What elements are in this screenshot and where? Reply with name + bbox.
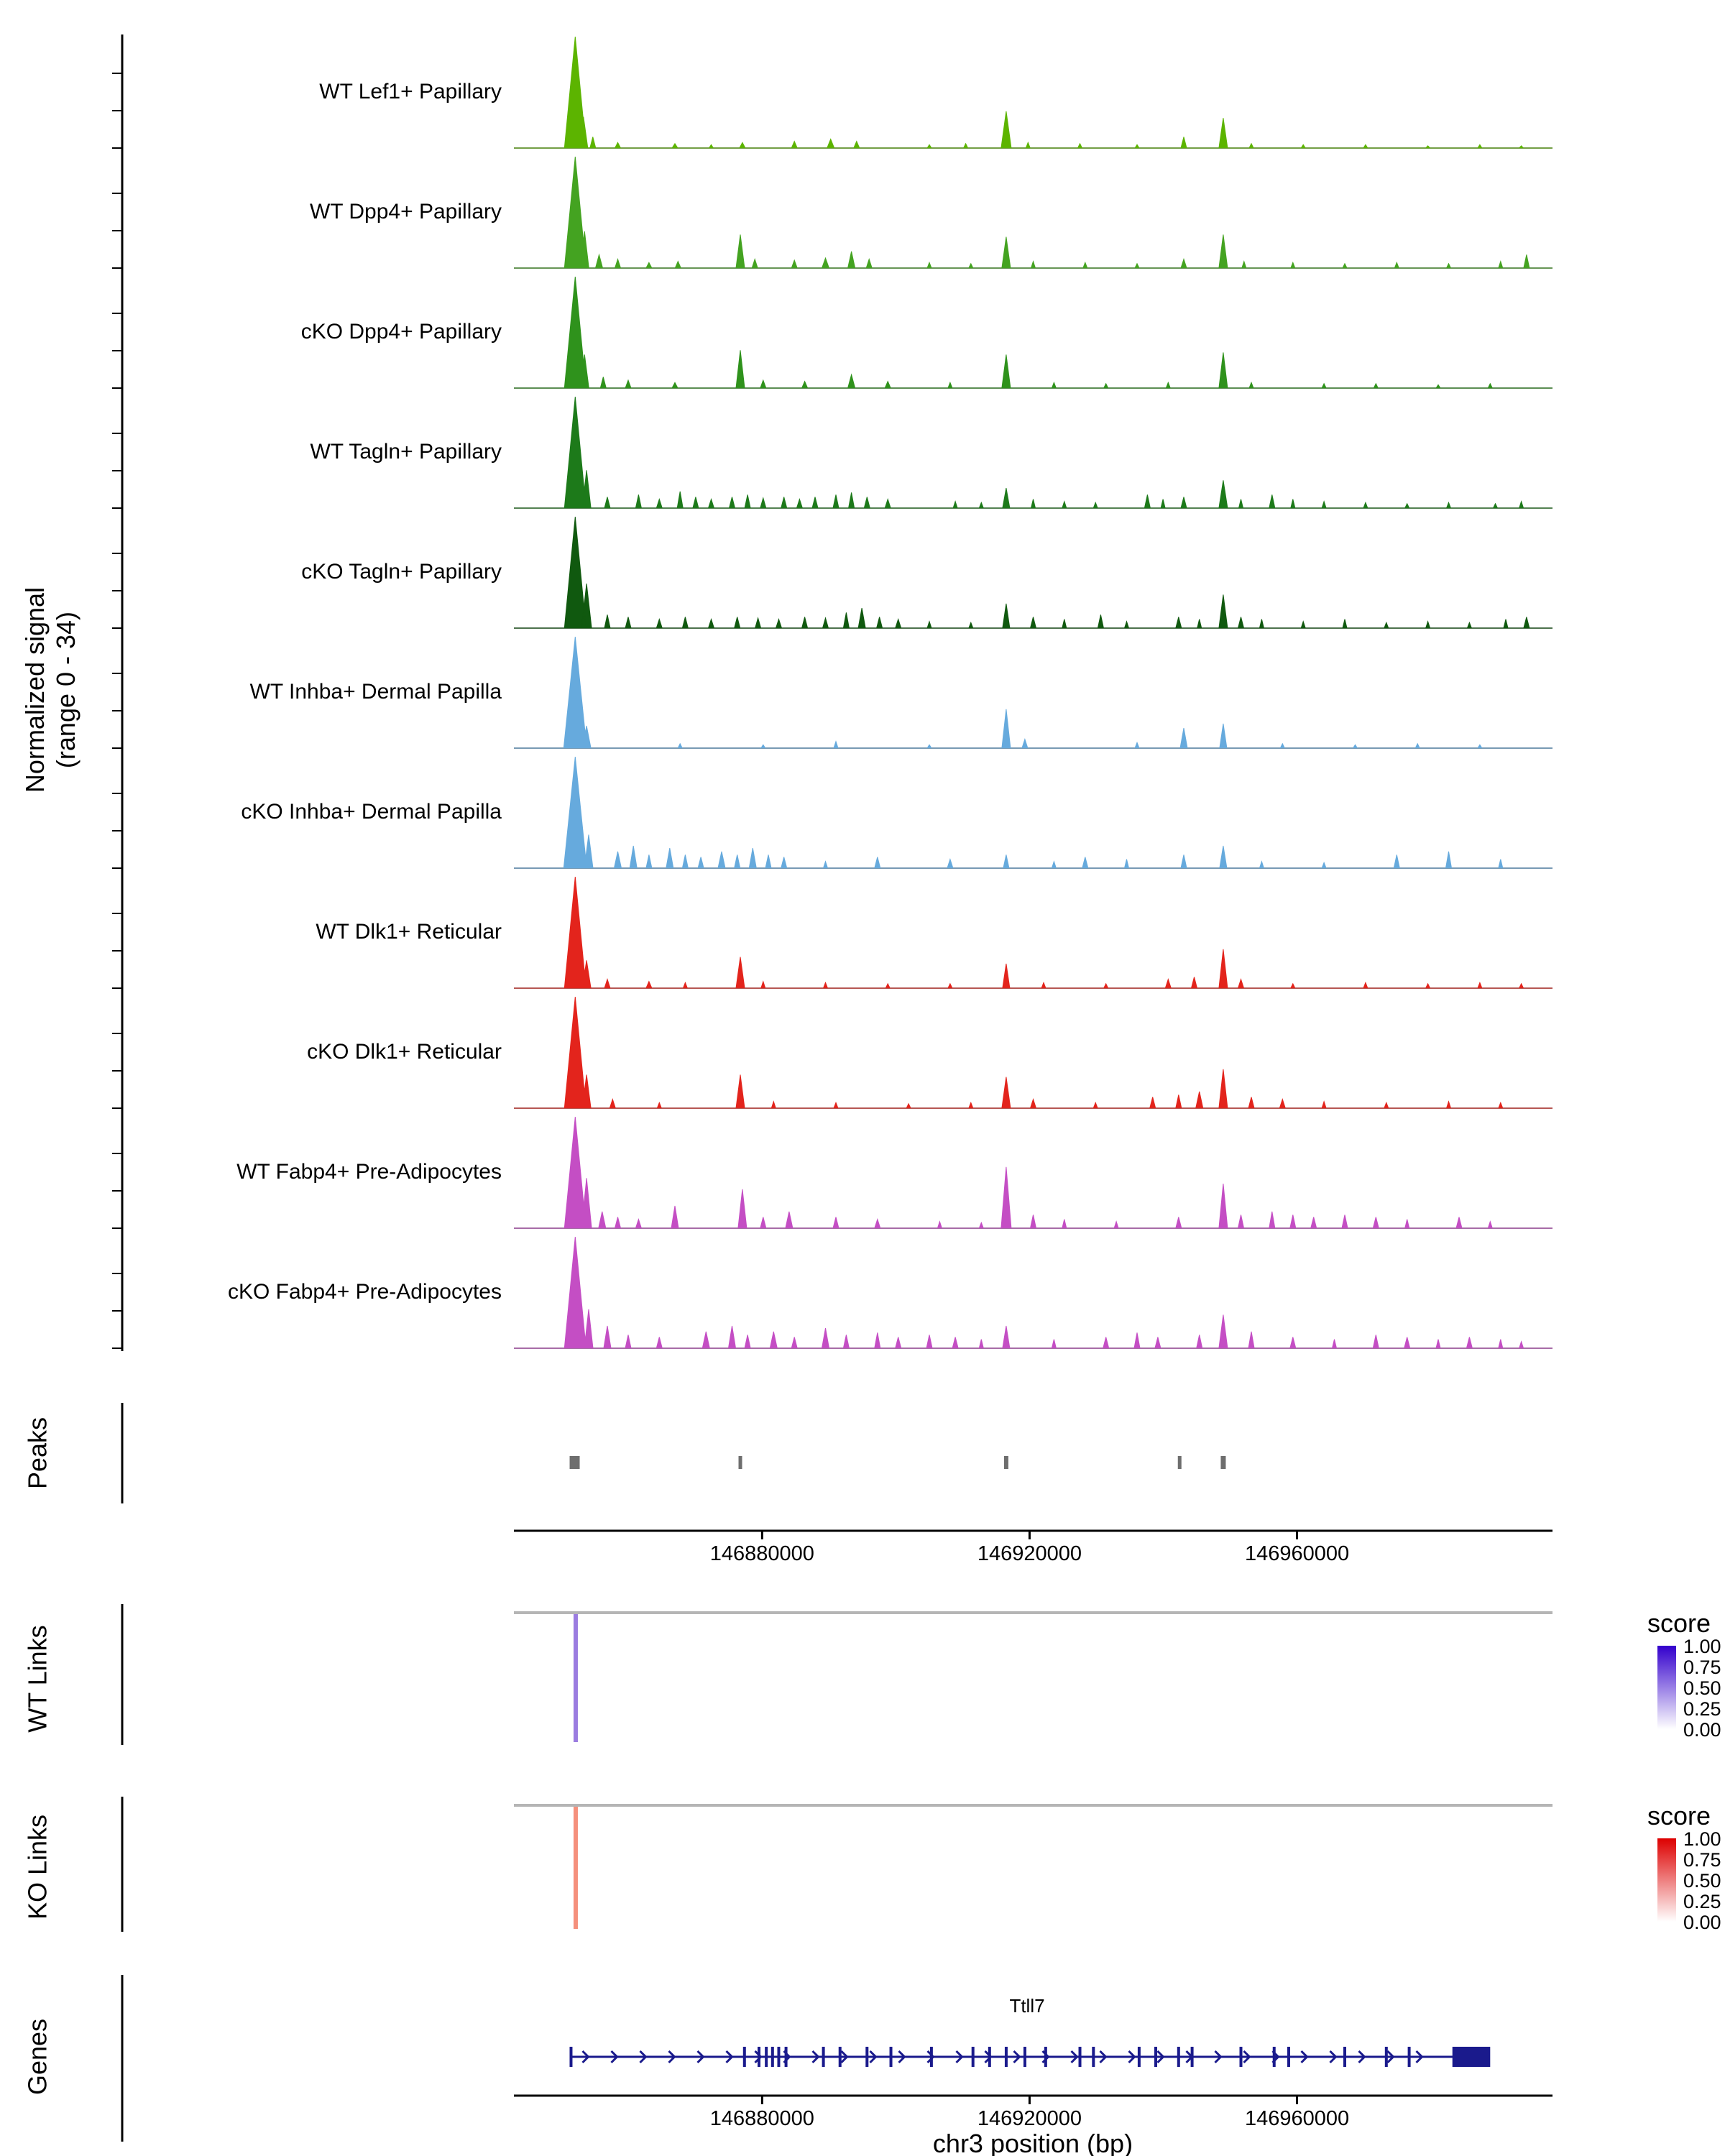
gene-strand-arrow-icon bbox=[696, 2050, 705, 2064]
genomic-axis-tick-label: 146880000 bbox=[709, 1542, 814, 1565]
legend-tick-label-ko: 0.75 bbox=[1683, 1849, 1721, 1871]
gene-strand-arrow-icon bbox=[1329, 2050, 1338, 2064]
track-label-7: WT Dlk1+ Reticular bbox=[316, 920, 502, 944]
peak-box bbox=[738, 1456, 742, 1469]
legend-tick-label-wt: 0.75 bbox=[1683, 1657, 1721, 1678]
signal-area bbox=[514, 996, 1552, 1109]
track-label-4: cKO Tagln+ Papillary bbox=[301, 560, 502, 584]
signal-area bbox=[514, 36, 1552, 149]
gene-strand-arrow-icon bbox=[1415, 2050, 1424, 2064]
gene-strand-arrow-icon bbox=[1013, 2050, 1021, 2064]
signal-area bbox=[514, 396, 1552, 509]
wt-links-section-label: WT Links bbox=[22, 1625, 52, 1733]
track-label-0: WT Lef1+ Papillary bbox=[319, 80, 502, 103]
y-axis-label: Normalized signal (range 0 - 34) bbox=[19, 587, 81, 793]
track-label-10: cKO Fabp4+ Pre-Adipocytes bbox=[227, 1280, 502, 1304]
track-label-5: WT Inhba+ Dermal Papilla bbox=[249, 680, 502, 704]
track-label-3: WT Tagln+ Papillary bbox=[310, 440, 502, 464]
gene-strand-arrow-icon bbox=[581, 2050, 590, 2064]
legend-tick-label-wt: 0.25 bbox=[1683, 1698, 1721, 1720]
gene-strand-arrow-icon bbox=[668, 2050, 676, 2064]
signal-area bbox=[514, 156, 1552, 269]
peak-box bbox=[1177, 1456, 1182, 1469]
peaks-section-label: Peaks bbox=[22, 1416, 52, 1490]
genomic-axis-tick-label: 146960000 bbox=[1244, 2107, 1350, 2130]
legend-tick-label-ko: 0.50 bbox=[1683, 1870, 1721, 1892]
gene-strand-arrow-icon bbox=[1358, 2050, 1366, 2064]
signal-area bbox=[514, 756, 1552, 869]
gene-strand-arrow-icon bbox=[610, 2050, 619, 2064]
track-label-1: WT Dpp4+ Papillary bbox=[309, 200, 502, 224]
y-axis-label-line1: Normalized signal bbox=[19, 586, 50, 793]
genomic-axis-tick-label: 146920000 bbox=[977, 1542, 1082, 1565]
gene-strand-arrow-icon bbox=[1070, 2050, 1079, 2064]
track-label-9: WT Fabp4+ Pre-Adipocytes bbox=[236, 1160, 502, 1184]
legend-tick-label-ko: 0.00 bbox=[1683, 1912, 1721, 1933]
gene-strand-arrow-icon bbox=[926, 2050, 935, 2064]
gene-strand-arrow-icon bbox=[725, 2050, 734, 2064]
signal-area bbox=[514, 1236, 1552, 1349]
track-label-6: cKO Inhba+ Dermal Papilla bbox=[241, 800, 502, 824]
signal-area bbox=[514, 876, 1552, 989]
signal-area bbox=[514, 276, 1552, 389]
peak-box bbox=[569, 1456, 580, 1469]
gene-end-box bbox=[1453, 2047, 1491, 2067]
ko-links-section-label: KO Links bbox=[22, 1814, 52, 1920]
score-gradient-bar-ko bbox=[1657, 1838, 1676, 1922]
gene-strand-arrow-icon bbox=[1099, 2050, 1108, 2064]
legend-tick-label-ko: 0.25 bbox=[1683, 1891, 1721, 1912]
gene-strand-arrow-icon bbox=[869, 2050, 878, 2064]
legend-tick-label-ko: 1.00 bbox=[1683, 1828, 1721, 1850]
gene-strand-arrow-icon bbox=[898, 2050, 906, 2064]
signal-area bbox=[514, 636, 1552, 749]
score-gradient-bar-wt bbox=[1657, 1646, 1676, 1729]
wt-score-legend-title: score bbox=[1647, 1608, 1711, 1638]
genomic-axis-tick-label: 146960000 bbox=[1244, 1542, 1350, 1565]
gene-strand-arrow-icon bbox=[840, 2050, 849, 2064]
gene-strand-arrow-icon bbox=[811, 2050, 820, 2064]
gene-strand-arrow-icon bbox=[955, 2050, 964, 2064]
track-label-2: cKO Dpp4+ Papillary bbox=[300, 320, 502, 344]
gene-strand-arrow-icon bbox=[1300, 2050, 1309, 2064]
signal-area bbox=[514, 516, 1552, 629]
genes-section-label: Genes bbox=[22, 2018, 52, 2096]
gene-strand-arrow-icon bbox=[1243, 2050, 1251, 2064]
gene-strand-arrow-icon bbox=[1156, 2050, 1165, 2064]
gene-strand-arrow-icon bbox=[1128, 2050, 1136, 2064]
legend-tick-label-wt: 0.00 bbox=[1683, 1719, 1721, 1741]
signal-area bbox=[514, 1116, 1552, 1229]
genomic-axis-tick-label: 146880000 bbox=[709, 2107, 814, 2130]
gene-strand-arrow-icon bbox=[1214, 2050, 1223, 2064]
gene-strand-arrow-icon bbox=[639, 2050, 648, 2064]
y-axis-label-line2: (range 0 - 34) bbox=[51, 611, 80, 769]
gene-strand-arrow-icon bbox=[1386, 2050, 1395, 2064]
genomic-axis-tick-label: 146920000 bbox=[977, 2107, 1082, 2130]
legend-tick-label-wt: 0.50 bbox=[1683, 1677, 1721, 1699]
ko-score-legend-title: score bbox=[1647, 1801, 1711, 1830]
legend-tick-label-wt: 1.00 bbox=[1683, 1636, 1721, 1657]
gene-name-label: Ttll7 bbox=[1009, 1995, 1045, 2017]
peak-box bbox=[1003, 1456, 1008, 1469]
gene-strand-arrow-icon bbox=[754, 2050, 763, 2064]
x-axis-title: chr3 position (bp) bbox=[932, 2129, 1133, 2156]
peak-box bbox=[1220, 1456, 1226, 1469]
track-label-8: cKO Dlk1+ Reticular bbox=[307, 1040, 502, 1064]
